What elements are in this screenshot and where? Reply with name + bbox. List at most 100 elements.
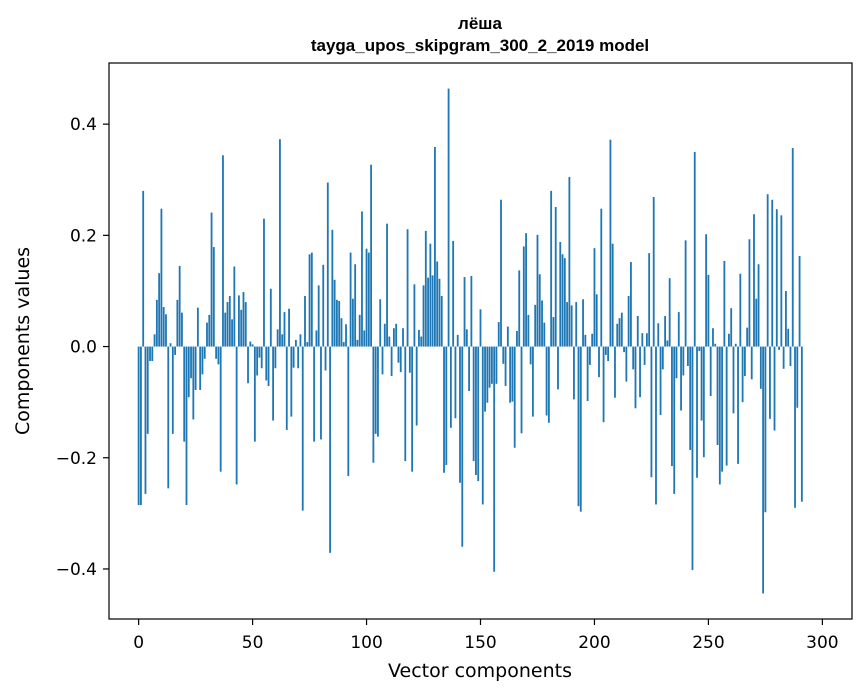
bar-component-17 [176, 299, 179, 347]
bar-component-82 [324, 346, 327, 371]
bar-component-37 [222, 155, 224, 347]
bar-component-67 [290, 346, 293, 417]
bar-component-126 [424, 230, 427, 347]
bar-component-218 [634, 346, 637, 409]
bar-component-168 [520, 346, 523, 434]
bar-component-153 [486, 346, 489, 403]
bar-component-262 [734, 343, 737, 347]
bar-component-188 [566, 302, 569, 347]
bar-component-279 [773, 346, 776, 431]
bar-component-210 [616, 323, 619, 347]
bar-component-32 [210, 212, 213, 347]
bar-component-141 [459, 346, 461, 483]
x-tick-label: 50 [242, 633, 264, 653]
bar-component-189 [568, 176, 571, 347]
bar-component-102 [370, 164, 373, 347]
bar-component-151 [481, 346, 484, 505]
x-axis: 0 50 100 150 200 250 300 [133, 619, 839, 653]
bar-component-286 [789, 346, 792, 367]
bar-component-143 [463, 277, 466, 347]
bar-component-57 [267, 346, 270, 387]
bar-component-111 [390, 346, 393, 377]
bar-component-274 [762, 346, 765, 594]
bar-component-121 [413, 284, 416, 347]
bar-component-232 [666, 340, 669, 347]
y-tick-label: 0.2 [70, 226, 97, 246]
bar-component-211 [618, 318, 621, 347]
bar-component-23 [190, 346, 192, 379]
bar-component-172 [529, 346, 532, 365]
bar-component-268 [748, 239, 751, 347]
bar-component-137 [449, 346, 452, 428]
bar-component-101 [367, 252, 370, 347]
bar-component-264 [739, 273, 742, 347]
bar-component-87 [336, 299, 338, 347]
bar-component-35 [217, 346, 220, 365]
bar-component-162 [506, 326, 509, 347]
bar-component-29 [203, 346, 206, 359]
bar-component-217 [632, 346, 635, 370]
bar-component-167 [518, 270, 521, 347]
bar-component-8 [155, 299, 158, 347]
bar-component-16 [174, 346, 176, 355]
bar-component-280 [775, 209, 778, 347]
bar-component-148 [475, 346, 477, 475]
bar-component-110 [388, 336, 391, 347]
bar-component-12 [165, 314, 167, 347]
bar-component-155 [490, 346, 493, 384]
bar-component-199 [591, 333, 594, 347]
bar-component-270 [753, 214, 755, 347]
bar-component-227 [655, 346, 657, 505]
bar-component-171 [527, 314, 530, 347]
bar-component-252 [712, 328, 714, 347]
bar-component-182 [552, 317, 555, 347]
bar-component-64 [283, 312, 286, 347]
bar-component-263 [737, 346, 739, 464]
bar-component-206 [607, 346, 610, 362]
bar-component-76 [310, 252, 313, 347]
bar-component-34 [215, 346, 218, 359]
bar-component-174 [534, 304, 537, 347]
x-axis-label: Vector components [388, 660, 572, 682]
bar-component-47 [244, 302, 247, 347]
bar-component-249 [705, 234, 708, 347]
bar-component-62 [279, 139, 281, 347]
bar-component-223 [645, 333, 648, 347]
y-tick-label: −0.2 [56, 449, 97, 469]
bar-component-63 [281, 334, 284, 347]
bar-component-220 [639, 346, 641, 398]
bar-component-272 [757, 264, 760, 347]
bar-component-107 [381, 346, 384, 375]
bar-component-243 [691, 346, 694, 571]
bar-component-51 [253, 346, 256, 442]
bar-component-52 [256, 346, 259, 376]
bar-component-154 [488, 346, 491, 388]
bar-component-93 [349, 252, 352, 347]
bar-component-69 [294, 339, 297, 347]
bar-component-152 [484, 346, 486, 412]
bar-component-7 [153, 334, 156, 347]
bar-component-36 [219, 346, 222, 472]
bar-component-269 [750, 346, 753, 380]
bar-component-287 [791, 148, 794, 347]
bar-component-144 [465, 329, 468, 347]
bar-component-45 [240, 309, 243, 347]
bar-component-267 [746, 327, 749, 347]
bar-component-65 [285, 346, 288, 430]
chart-subtitle: tayga_upos_skipgram_300_2_2019 model [311, 36, 649, 55]
bar-component-250 [707, 274, 710, 347]
bar-component-222 [643, 346, 646, 365]
bar-component-117 [404, 346, 407, 462]
bar-component-84 [329, 346, 331, 553]
bar-component-44 [238, 295, 240, 347]
bar-component-94 [351, 298, 354, 347]
bar-component-213 [623, 346, 625, 353]
y-axis-label: Components values [12, 247, 34, 435]
bar-component-233 [668, 278, 671, 347]
bar-component-229 [659, 346, 662, 415]
bar-component-14 [169, 343, 172, 347]
x-tick-label: 100 [350, 633, 382, 653]
bar-component-130 [434, 146, 436, 347]
bar-component-3 [144, 346, 147, 494]
